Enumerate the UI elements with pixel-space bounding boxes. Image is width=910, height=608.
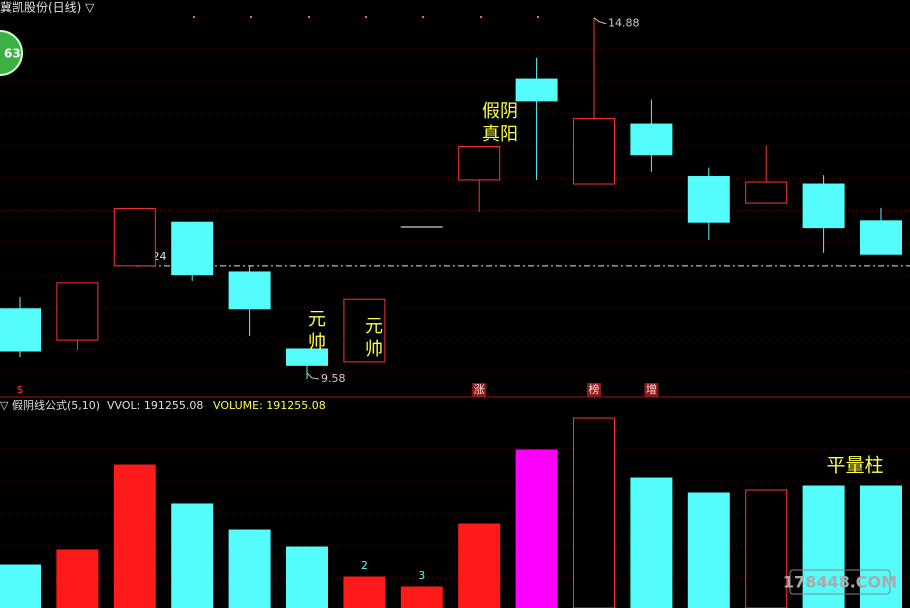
volume-tag: 2 bbox=[361, 559, 368, 572]
top-dot bbox=[365, 16, 367, 18]
volume-bar bbox=[860, 485, 902, 608]
volume-bar bbox=[745, 489, 788, 608]
volume-bar bbox=[687, 492, 730, 608]
volume-annotation: 平量柱 bbox=[826, 455, 883, 477]
low-pointer bbox=[306, 372, 320, 380]
marker: 榜 bbox=[589, 382, 600, 396]
top-dot bbox=[193, 16, 195, 18]
chart-title: 冀凯股份(日线) ▽ bbox=[0, 1, 95, 15]
volume-bar bbox=[400, 586, 443, 608]
volume-bar bbox=[286, 546, 328, 608]
candle-body bbox=[56, 282, 99, 341]
volume-bar bbox=[802, 485, 845, 608]
candle-body bbox=[687, 176, 730, 223]
candle-body bbox=[860, 220, 902, 255]
watermark-box bbox=[789, 569, 891, 595]
volume-bar bbox=[0, 564, 41, 608]
candle-body bbox=[745, 181, 788, 204]
volume-bar bbox=[113, 464, 156, 608]
indicator-label: VOLUME: 191255.08 bbox=[213, 399, 326, 412]
top-dot bbox=[422, 16, 424, 18]
volume-bar bbox=[630, 477, 673, 608]
candle-body bbox=[458, 146, 501, 181]
candle-body bbox=[515, 78, 558, 102]
candle-body bbox=[228, 271, 271, 310]
top-dot bbox=[537, 16, 539, 18]
low-label: 9.58 bbox=[321, 372, 346, 385]
annotation: 真阳 bbox=[482, 124, 518, 145]
marker-box bbox=[587, 383, 601, 397]
candle-body bbox=[286, 348, 328, 366]
marker: $ bbox=[17, 383, 24, 396]
high-pointer bbox=[593, 17, 607, 25]
candle-body bbox=[630, 123, 673, 156]
indicator-title: ▽ 假阴线公式(5,10) bbox=[0, 398, 100, 412]
marker-box bbox=[472, 383, 487, 397]
annotation: 元 bbox=[365, 316, 383, 337]
volume-bar bbox=[56, 549, 99, 608]
top-dot bbox=[250, 16, 252, 18]
top-dot bbox=[480, 16, 482, 18]
annotation: 帅 bbox=[365, 339, 383, 360]
annotation: 假阴 bbox=[482, 101, 518, 122]
candle-body bbox=[0, 308, 41, 352]
volume-bar bbox=[343, 576, 386, 608]
annotation: 帅 bbox=[308, 332, 326, 353]
badge-circle bbox=[0, 30, 23, 76]
volume-bar bbox=[458, 523, 501, 608]
candle-body bbox=[171, 221, 214, 276]
badge: 63 bbox=[4, 47, 21, 61]
indicator-label: VVOL: 191255.08 bbox=[107, 399, 203, 412]
watermark: 178448.COM bbox=[783, 573, 897, 592]
volume-bar bbox=[171, 503, 214, 608]
volume-tag: 3 bbox=[418, 569, 425, 582]
decoration bbox=[0, 16, 910, 579]
marker: 增 bbox=[646, 382, 657, 396]
candle-body bbox=[802, 183, 845, 229]
top-dot bbox=[308, 16, 310, 18]
volume-bar bbox=[228, 529, 271, 608]
high-label: 14.88 bbox=[608, 17, 640, 30]
annotation: 元 bbox=[308, 309, 326, 330]
candle-body bbox=[113, 208, 156, 267]
candle-body bbox=[573, 118, 615, 185]
candle-body bbox=[343, 298, 386, 363]
marker: 涨 bbox=[474, 383, 485, 396]
marker-box bbox=[644, 383, 659, 397]
volume-bar bbox=[515, 449, 558, 608]
volume-bar bbox=[573, 417, 615, 608]
